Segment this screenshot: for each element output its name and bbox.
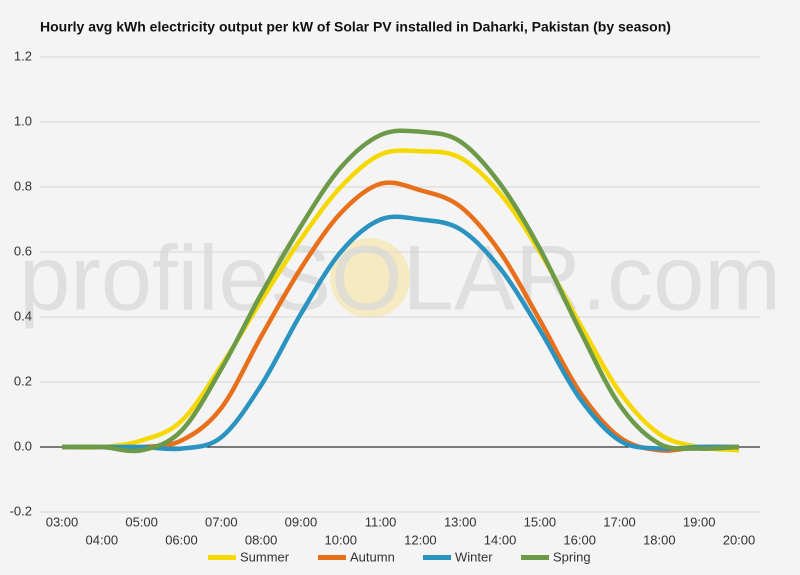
x-tick-label: 03:00 [46, 514, 79, 529]
legend-label: Autumn [350, 549, 395, 564]
y-tick-label: 0.2 [14, 373, 32, 388]
x-tick-label: 11:00 [365, 514, 397, 529]
x-tick-label: 19:00 [683, 514, 716, 529]
y-tick-label: 0.4 [14, 308, 32, 323]
y-tick-label: 1.2 [14, 48, 32, 63]
legend-label: Winter [455, 549, 493, 564]
x-tick-label: 10:00 [324, 532, 357, 547]
x-tick-label: 17:00 [603, 514, 636, 529]
x-tick-label: 04:00 [86, 532, 119, 547]
legend-swatch [521, 555, 549, 560]
x-tick-label: 14:00 [484, 532, 517, 547]
x-tick-label: 15:00 [524, 514, 557, 529]
series-line [61, 128, 740, 454]
y-tick-label: 0.8 [14, 178, 32, 193]
series-line [62, 180, 740, 453]
legend-label: Summer [240, 549, 290, 564]
x-tick-label: 07:00 [205, 514, 238, 529]
watermark: profileSOLAR.com [19, 227, 781, 329]
x-tick-label: 18:00 [643, 532, 676, 547]
legend-swatch [318, 555, 346, 560]
x-tick-label: 09:00 [285, 514, 318, 529]
y-tick-label: 0.6 [14, 243, 32, 258]
x-tick-label: 13:00 [444, 514, 477, 529]
y-tick-label: 0.0 [14, 438, 32, 453]
chart-title: Hourly avg kWh electricity output per kW… [40, 19, 671, 35]
y-tick-label: -0.2 [10, 503, 32, 518]
series-line [61, 148, 740, 453]
x-tick-label: 12:00 [404, 532, 437, 547]
x-tick-label: 08:00 [245, 532, 278, 547]
x-tick-label: 06:00 [165, 532, 198, 547]
legend-label: Spring [553, 549, 591, 564]
series-line [62, 214, 740, 452]
x-tick-label: 20:00 [723, 532, 756, 547]
legend-swatch [208, 555, 236, 560]
x-tick-label: 16:00 [563, 532, 596, 547]
y-tick-label: 1.0 [14, 113, 32, 128]
x-tick-label: 05:00 [125, 514, 158, 529]
legend-swatch [423, 555, 451, 560]
watermark-sun [330, 238, 410, 318]
